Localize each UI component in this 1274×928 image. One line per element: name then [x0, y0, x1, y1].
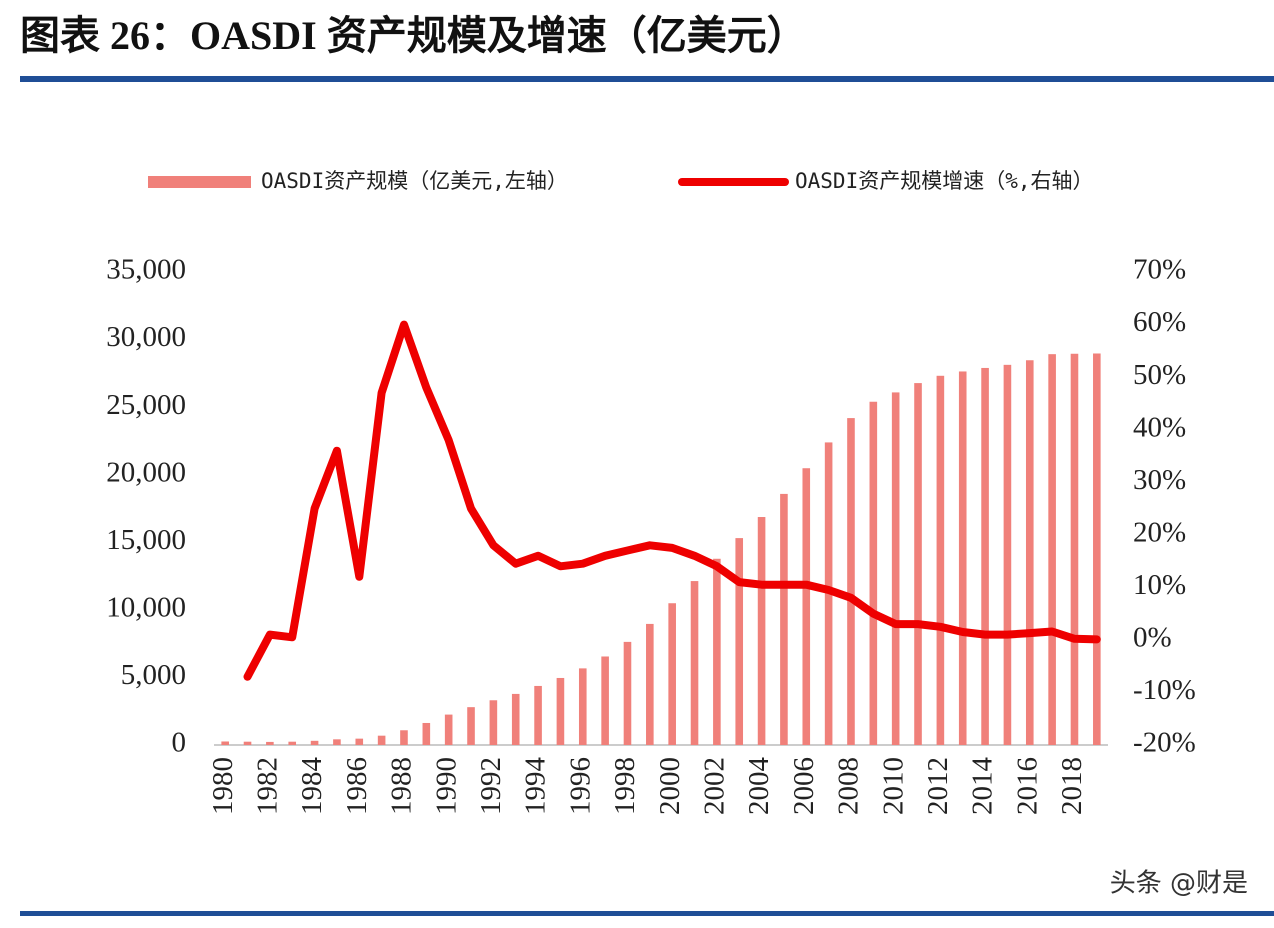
- bar: [1048, 354, 1056, 745]
- bar: [1093, 353, 1101, 745]
- y2-tick-label: -10%: [1133, 674, 1196, 706]
- x-tick-label: 1984: [296, 757, 328, 816]
- bar: [400, 730, 408, 745]
- bar: [668, 603, 676, 745]
- bar: [1003, 364, 1012, 745]
- bar: [556, 677, 565, 745]
- x-tick-label: 2008: [833, 757, 865, 815]
- y-tick-label: 0: [172, 727, 187, 759]
- y2-tick-label: 70%: [1133, 254, 1186, 286]
- bar: [288, 741, 297, 745]
- bar: [1070, 353, 1079, 745]
- x-tick-label: 2010: [877, 757, 909, 815]
- bar: [243, 741, 252, 745]
- x-tick-label: 1980: [207, 757, 239, 815]
- chart-title: 图表 26：OASDI 资产规模及增速（亿美元）: [20, 13, 807, 58]
- bar: [958, 371, 967, 745]
- legend-swatch: [148, 176, 251, 188]
- y2-tick-label: 30%: [1133, 464, 1186, 496]
- bar: [489, 700, 498, 745]
- bar: [914, 383, 922, 745]
- y-tick-label: 30,000: [106, 321, 186, 353]
- bar: [802, 468, 811, 745]
- bar: [266, 741, 274, 745]
- x-tick-label: 2000: [654, 757, 686, 815]
- bar: [690, 581, 699, 745]
- bar: [735, 538, 744, 745]
- bar: [221, 741, 229, 745]
- x-tick-label: 1982: [252, 757, 284, 815]
- bar: [713, 558, 721, 745]
- bar: [623, 641, 632, 745]
- bar: [333, 739, 341, 745]
- bar: [310, 740, 319, 745]
- x-tick-label: 1996: [564, 757, 596, 815]
- y2-tick-label: 50%: [1133, 359, 1186, 391]
- bar: [936, 375, 945, 745]
- y2-tick-label: -20%: [1133, 727, 1196, 759]
- x-tick-label: 1992: [475, 757, 507, 815]
- bar: [511, 693, 520, 745]
- y-tick-label: 15,000: [106, 524, 186, 556]
- header-rule: [20, 76, 1274, 82]
- bar: [444, 714, 453, 745]
- bar: [869, 401, 878, 745]
- bar: [578, 668, 587, 745]
- y-tick-label: 20,000: [106, 456, 186, 488]
- bar: [355, 738, 364, 745]
- bar: [780, 493, 788, 745]
- bar: [757, 517, 766, 745]
- y2-tick-label: 20%: [1133, 516, 1186, 548]
- x-tick-label: 1998: [609, 757, 641, 815]
- y2-tick-label: 0%: [1133, 622, 1172, 654]
- x-tick-label: 2014: [967, 756, 999, 815]
- bar: [891, 392, 900, 745]
- bar: [534, 685, 542, 745]
- x-tick-label: 2016: [1011, 757, 1043, 815]
- y2-tick-label: 10%: [1133, 569, 1186, 601]
- bar: [422, 722, 431, 745]
- x-tick-label: 2004: [743, 757, 775, 816]
- bar: [601, 656, 609, 745]
- bar: [981, 367, 989, 745]
- x-tick-label: 2012: [922, 757, 954, 815]
- bar: [847, 418, 855, 745]
- bar: [1025, 360, 1034, 745]
- watermark: 头条 @财是: [1110, 869, 1248, 899]
- x-tick-label: 2002: [699, 757, 731, 815]
- x-tick-label: 1990: [430, 757, 462, 815]
- bar: [377, 735, 386, 745]
- x-tick-label: 2006: [788, 757, 820, 815]
- legend-label: OASDI资产规模（亿美元,左轴）: [261, 169, 568, 193]
- x-tick-label: 1988: [386, 757, 418, 815]
- legend-label: OASDI资产规模增速（%,右轴）: [795, 169, 1094, 193]
- y2-tick-label: 40%: [1133, 411, 1186, 443]
- y-tick-label: 5,000: [121, 659, 186, 691]
- y-tick-label: 10,000: [106, 592, 186, 624]
- y-tick-label: 35,000: [106, 254, 186, 286]
- x-tick-label: 1994: [520, 757, 552, 816]
- bar: [646, 623, 654, 745]
- y-tick-label: 25,000: [106, 389, 186, 421]
- bar: [467, 707, 475, 745]
- x-tick-label: 1986: [341, 757, 373, 815]
- y2-tick-label: 60%: [1133, 306, 1186, 338]
- x-tick-label: 2018: [1056, 757, 1088, 815]
- footer-rule: [20, 911, 1274, 916]
- line: [243, 320, 1101, 681]
